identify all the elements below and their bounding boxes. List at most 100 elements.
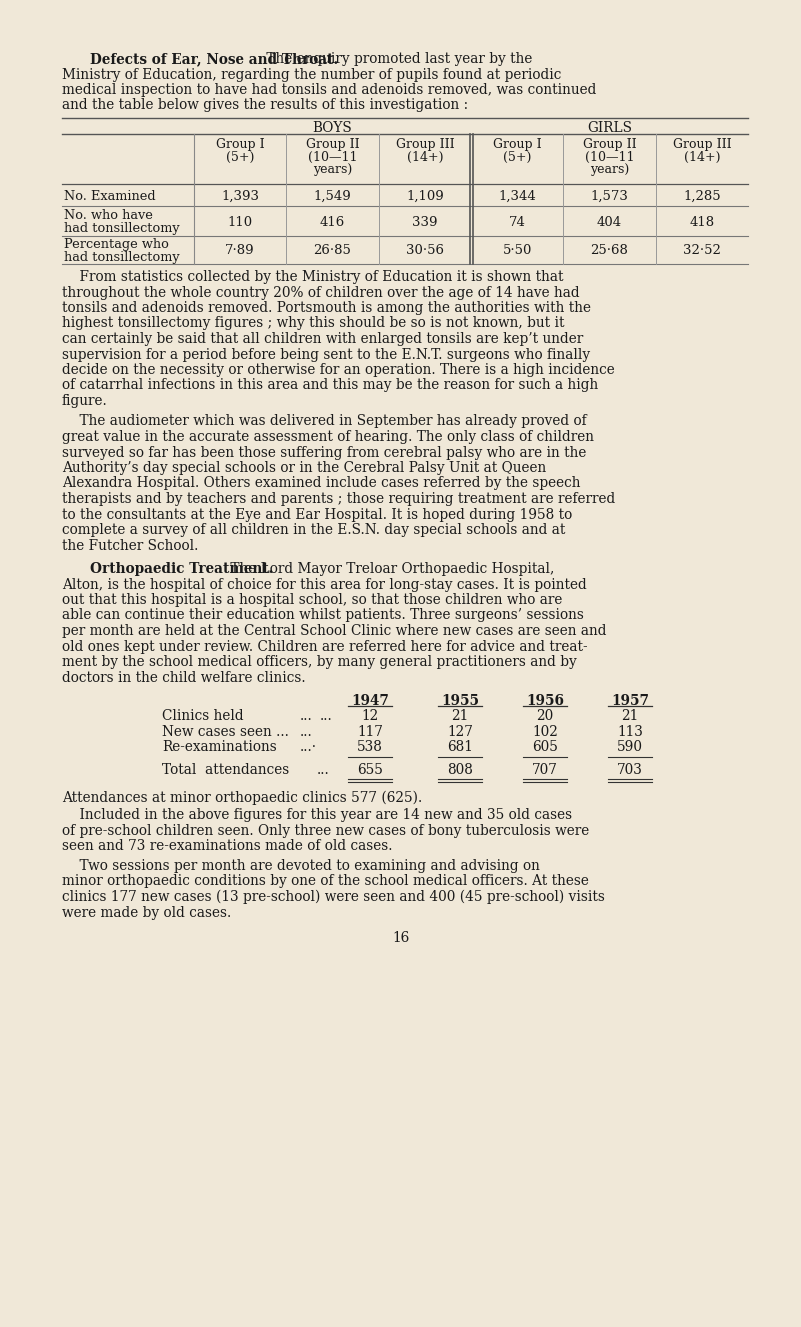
Text: 808: 808 [447, 763, 473, 776]
Text: 26·85: 26·85 [313, 244, 352, 257]
Text: seen and 73 re-examinations made of old cases.: seen and 73 re-examinations made of old … [62, 840, 392, 853]
Text: 1955: 1955 [441, 694, 479, 709]
Text: surveyed so far has been those suffering from cerebral palsy who are in the: surveyed so far has been those suffering… [62, 446, 586, 459]
Text: ...: ... [317, 763, 330, 776]
Text: and the table below gives the results of this investigation :: and the table below gives the results of… [62, 98, 468, 113]
Text: (5+): (5+) [503, 150, 531, 163]
Text: 12: 12 [361, 709, 379, 723]
Text: 20: 20 [537, 709, 553, 723]
Text: 25·68: 25·68 [590, 244, 629, 257]
Text: 102: 102 [532, 725, 558, 739]
Text: Two sessions per month are devoted to examining and advising on: Two sessions per month are devoted to ex… [62, 859, 540, 873]
Text: Percentage who: Percentage who [64, 238, 169, 251]
Text: (5+): (5+) [226, 150, 255, 163]
Text: decide on the necessity or otherwise for an operation. There is a high incidence: decide on the necessity or otherwise for… [62, 364, 614, 377]
Text: 113: 113 [617, 725, 643, 739]
Text: to the consultants at the Eye and Ear Hospital. It is hoped during 1958 to: to the consultants at the Eye and Ear Ho… [62, 507, 572, 522]
Text: 1,285: 1,285 [683, 190, 721, 203]
Text: doctors in the child welfare clinics.: doctors in the child welfare clinics. [62, 670, 306, 685]
Text: able can continue their education whilst patients. Three surgeons’ sessions: able can continue their education whilst… [62, 609, 584, 622]
Text: Alexandra Hospital. Others examined include cases referred by the speech: Alexandra Hospital. Others examined incl… [62, 476, 581, 491]
Text: 110: 110 [227, 215, 253, 228]
Text: Ministry of Education, regarding the number of pupils found at periodic: Ministry of Education, regarding the num… [62, 68, 562, 81]
Text: 1,109: 1,109 [406, 190, 444, 203]
Text: 404: 404 [597, 215, 622, 228]
Text: 127: 127 [447, 725, 473, 739]
Text: 1,549: 1,549 [314, 190, 352, 203]
Text: No. Examined: No. Examined [64, 190, 155, 203]
Text: medical inspection to have had tonsils and adenoids removed, was continued: medical inspection to have had tonsils a… [62, 84, 597, 97]
Text: 655: 655 [357, 763, 383, 776]
Text: Group III: Group III [396, 138, 454, 151]
Text: therapists and by teachers and parents ; those requiring treatment are referred: therapists and by teachers and parents ;… [62, 492, 615, 506]
Text: clinics 177 new cases (13 pre-school) were seen and 400 (45 pre-school) visits: clinics 177 new cases (13 pre-school) we… [62, 890, 605, 905]
Text: No. who have: No. who have [64, 208, 153, 222]
Text: 416: 416 [320, 215, 345, 228]
Text: ment by the school medical officers, by many general practitioners and by: ment by the school medical officers, by … [62, 656, 577, 669]
Text: were made by old cases.: were made by old cases. [62, 905, 231, 920]
Text: 21: 21 [452, 709, 469, 723]
Text: years): years) [313, 163, 352, 176]
Text: old ones kept under review. Children are referred here for advice and treat-: old ones kept under review. Children are… [62, 640, 588, 653]
Text: supervision for a period before being sent to the E.N.T. surgeons who finally: supervision for a period before being se… [62, 348, 590, 361]
Text: (14+): (14+) [407, 150, 443, 163]
Text: ...·: ...· [300, 740, 317, 754]
Text: Group I: Group I [215, 138, 264, 151]
Text: (10—11: (10—11 [308, 150, 357, 163]
Text: 1956: 1956 [526, 694, 564, 709]
Text: 21: 21 [622, 709, 638, 723]
Text: highest tonsillectomy figures ; why this should be so is not known, but it: highest tonsillectomy figures ; why this… [62, 317, 565, 330]
Text: of catarrhal infections in this area and this may be the reason for such a high: of catarrhal infections in this area and… [62, 378, 598, 393]
Text: 16: 16 [392, 932, 409, 945]
Text: minor orthopaedic conditions by one of the school medical officers. At these: minor orthopaedic conditions by one of t… [62, 874, 589, 889]
Text: The Lord Mayor Treloar Orthopaedic Hospital,: The Lord Mayor Treloar Orthopaedic Hospi… [226, 563, 554, 576]
Text: 5·50: 5·50 [502, 244, 532, 257]
Text: 1,573: 1,573 [590, 190, 629, 203]
Text: 117: 117 [357, 725, 383, 739]
Text: The audiometer which was delivered in September has already proved of: The audiometer which was delivered in Se… [62, 414, 586, 429]
Text: 30·56: 30·56 [406, 244, 444, 257]
Text: tonsils and adenoids removed. Portsmouth is among the authorities with the: tonsils and adenoids removed. Portsmouth… [62, 301, 591, 314]
Text: Attendances at minor orthopaedic clinics 577 (625).: Attendances at minor orthopaedic clinics… [62, 791, 422, 805]
Text: ...: ... [320, 709, 332, 723]
Text: 339: 339 [412, 215, 437, 228]
Text: had tonsillectomy: had tonsillectomy [64, 222, 179, 235]
Text: 32·52: 32·52 [683, 244, 721, 257]
Text: per month are held at the Central School Clinic where new cases are seen and: per month are held at the Central School… [62, 624, 606, 638]
Text: 1,344: 1,344 [498, 190, 536, 203]
Text: (14+): (14+) [683, 150, 720, 163]
Text: years): years) [590, 163, 629, 176]
Text: 418: 418 [690, 215, 714, 228]
Text: Alton, is the hospital of choice for this area for long-stay cases. It is pointe: Alton, is the hospital of choice for thi… [62, 577, 587, 592]
Text: 707: 707 [532, 763, 558, 776]
Text: complete a survey of all children in the E.S.N. day special schools and at: complete a survey of all children in the… [62, 523, 566, 537]
Text: 1,393: 1,393 [221, 190, 260, 203]
Text: GIRLS: GIRLS [587, 121, 632, 135]
Text: Included in the above figures for this year are 14 new and 35 old cases: Included in the above figures for this y… [62, 808, 572, 823]
Text: Defects of Ear, Nose and Throat.: Defects of Ear, Nose and Throat. [90, 52, 338, 66]
Text: ...: ... [300, 709, 312, 723]
Text: 1957: 1957 [611, 694, 649, 709]
Text: had tonsillectomy: had tonsillectomy [64, 251, 179, 264]
Text: 590: 590 [617, 740, 643, 754]
Text: 1947: 1947 [351, 694, 389, 709]
Text: figure.: figure. [62, 394, 108, 407]
Text: Authority’s day special schools or in the Cerebral Palsy Unit at Queen: Authority’s day special schools or in th… [62, 460, 546, 475]
Text: Clinics held: Clinics held [162, 709, 244, 723]
Text: out that this hospital is a hospital school, so that those children who are: out that this hospital is a hospital sch… [62, 593, 562, 606]
Text: can certainly be said that all children with enlarged tonsils are kep’t under: can certainly be said that all children … [62, 332, 583, 346]
Text: BOYS: BOYS [312, 121, 352, 135]
Text: From statistics collected by the Ministry of Education it is shown that: From statistics collected by the Ministr… [62, 269, 563, 284]
Text: throughout the whole country 20% of children over the age of 14 have had: throughout the whole country 20% of chil… [62, 285, 580, 300]
Text: Total  attendances: Total attendances [162, 763, 289, 776]
Text: Orthopaedic Treatment.: Orthopaedic Treatment. [90, 563, 273, 576]
Text: 681: 681 [447, 740, 473, 754]
Text: 7·89: 7·89 [225, 244, 255, 257]
Text: 605: 605 [532, 740, 558, 754]
Text: the Futcher School.: the Futcher School. [62, 539, 199, 552]
Text: 538: 538 [357, 740, 383, 754]
Text: 703: 703 [617, 763, 643, 776]
Text: Group II: Group II [306, 138, 360, 151]
Text: Re-examinations: Re-examinations [162, 740, 277, 754]
Text: New cases seen ...: New cases seen ... [162, 725, 289, 739]
